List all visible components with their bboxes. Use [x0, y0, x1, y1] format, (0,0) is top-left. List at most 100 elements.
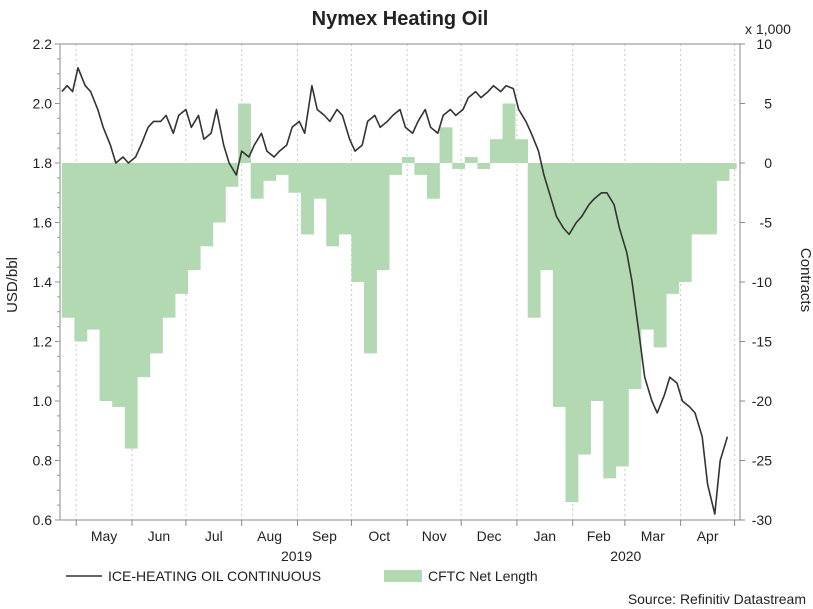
cftc-bar — [86, 163, 100, 330]
cftc-bar — [162, 163, 176, 318]
cftc-bar — [212, 163, 226, 223]
right-tick-label: -5 — [760, 215, 773, 231]
cftc-bar — [729, 163, 737, 169]
x-axis: May Jun Jul Aug Sep Oct Nov Dec Jan Feb Mar Apr 2019… — [75, 520, 736, 564]
left-tick-label: 1.4 — [33, 274, 53, 290]
left-tick-label: 0.8 — [33, 453, 53, 469]
left-tick-label: 0.6 — [33, 512, 53, 528]
left-axis: 0.6 0.8 1.0 1.2 1.4 1.6 1.8 2.0 2.2 — [33, 36, 60, 528]
cftc-bar — [351, 163, 365, 282]
cftc-bar — [376, 163, 390, 271]
cftc-bar — [603, 163, 617, 479]
cftc-bar — [137, 163, 151, 378]
cftc-bar — [439, 127, 453, 163]
cftc-bar — [691, 163, 705, 235]
cftc-bar — [250, 163, 264, 199]
cftc-bar — [489, 139, 503, 163]
right-tick-label: -10 — [752, 274, 772, 290]
chart-title: Nymex Heating Oil — [312, 8, 489, 30]
cftc-bar — [716, 163, 730, 181]
legend-bar-swatch — [384, 570, 422, 582]
cftc-bar — [112, 163, 126, 407]
cftc-bar — [704, 163, 717, 235]
month-label: Mar — [641, 528, 665, 544]
cftc-bar — [552, 163, 566, 407]
month-label: Jan — [534, 528, 557, 544]
right-tick-label: 10 — [756, 36, 772, 52]
cftc-bar — [61, 163, 75, 318]
right-axis-label: Contracts — [797, 248, 813, 312]
cftc-bar — [313, 163, 327, 199]
left-tick-label: 1.0 — [33, 393, 53, 409]
cftc-bar — [389, 163, 403, 175]
cftc-bar — [477, 163, 491, 169]
cftc-bar — [187, 163, 201, 271]
cftc-bar — [464, 157, 478, 163]
cftc-bar — [426, 163, 440, 199]
cftc-bar — [124, 163, 138, 449]
right-tick-label: -30 — [752, 512, 772, 528]
right-tick-label: 5 — [764, 96, 772, 112]
month-label: Jul — [205, 528, 223, 544]
cftc-bar — [578, 163, 591, 455]
cftc-bar — [175, 163, 189, 294]
left-tick-label: 2.2 — [33, 36, 53, 52]
right-tick-label: -15 — [752, 334, 772, 350]
cftc-bar — [200, 163, 214, 247]
month-label: Jun — [148, 528, 171, 544]
right-tick-label: -20 — [752, 393, 772, 409]
cftc-bar — [338, 163, 352, 235]
right-axis: -30 -25 -20 -15 -10 -5 0 5 10 — [740, 36, 772, 528]
cftc-bar — [288, 163, 302, 193]
cftc-bar — [515, 139, 529, 163]
month-label: Feb — [587, 528, 611, 544]
cftc-bar — [502, 103, 516, 163]
left-tick-label: 1.6 — [33, 215, 53, 231]
cftc-bar — [99, 163, 113, 401]
cftc-bar — [641, 163, 654, 330]
month-label: May — [91, 528, 117, 544]
cftc-bar — [326, 163, 340, 247]
left-tick-label: 1.8 — [33, 155, 53, 171]
cftc-bar — [401, 157, 415, 163]
cftc-bars — [61, 103, 737, 503]
cftc-bar — [527, 163, 541, 318]
cftc-bar — [238, 103, 251, 163]
month-label: Apr — [697, 528, 719, 544]
legend-bar-label: CFTC Net Length — [428, 568, 538, 584]
cftc-bar — [590, 163, 604, 401]
month-label: Aug — [257, 528, 282, 544]
cftc-bar — [275, 163, 289, 175]
cftc-bar — [653, 163, 667, 348]
cftc-bar — [414, 163, 428, 175]
right-tick-label: -25 — [752, 453, 772, 469]
month-label: Oct — [368, 528, 390, 544]
cftc-bar — [452, 163, 466, 169]
cftc-bar — [666, 163, 680, 294]
year-label: 2019 — [281, 548, 312, 564]
source-note: Source: Refinitiv Datastream — [628, 591, 806, 607]
right-axis-multiplier: x 1,000 — [745, 21, 791, 37]
left-axis-label: USD/bbl — [4, 257, 21, 313]
cftc-bar — [678, 163, 692, 282]
cftc-bar — [364, 163, 377, 354]
left-tick-label: 2.0 — [33, 96, 53, 112]
cftc-bar — [74, 163, 88, 342]
cftc-bar — [540, 163, 554, 271]
left-tick-label: 1.2 — [33, 334, 53, 350]
cftc-bar — [615, 163, 629, 467]
heating-oil-line — [61, 67, 729, 515]
month-label: Sep — [312, 528, 337, 544]
month-label: Nov — [422, 528, 447, 544]
cftc-bar — [149, 163, 163, 354]
cftc-bar — [263, 163, 277, 181]
right-tick-label: 0 — [764, 155, 772, 171]
cftc-bar — [565, 163, 579, 503]
legend-line-label: ICE-HEATING OIL CONTINUOUS — [108, 568, 321, 584]
month-label: Dec — [477, 528, 502, 544]
legend: ICE-HEATING OIL CONTINUOUS CFTC Net Leng… — [66, 568, 538, 584]
year-label: 2020 — [610, 548, 641, 564]
cftc-bar — [225, 163, 239, 187]
cftc-bar — [301, 163, 314, 235]
